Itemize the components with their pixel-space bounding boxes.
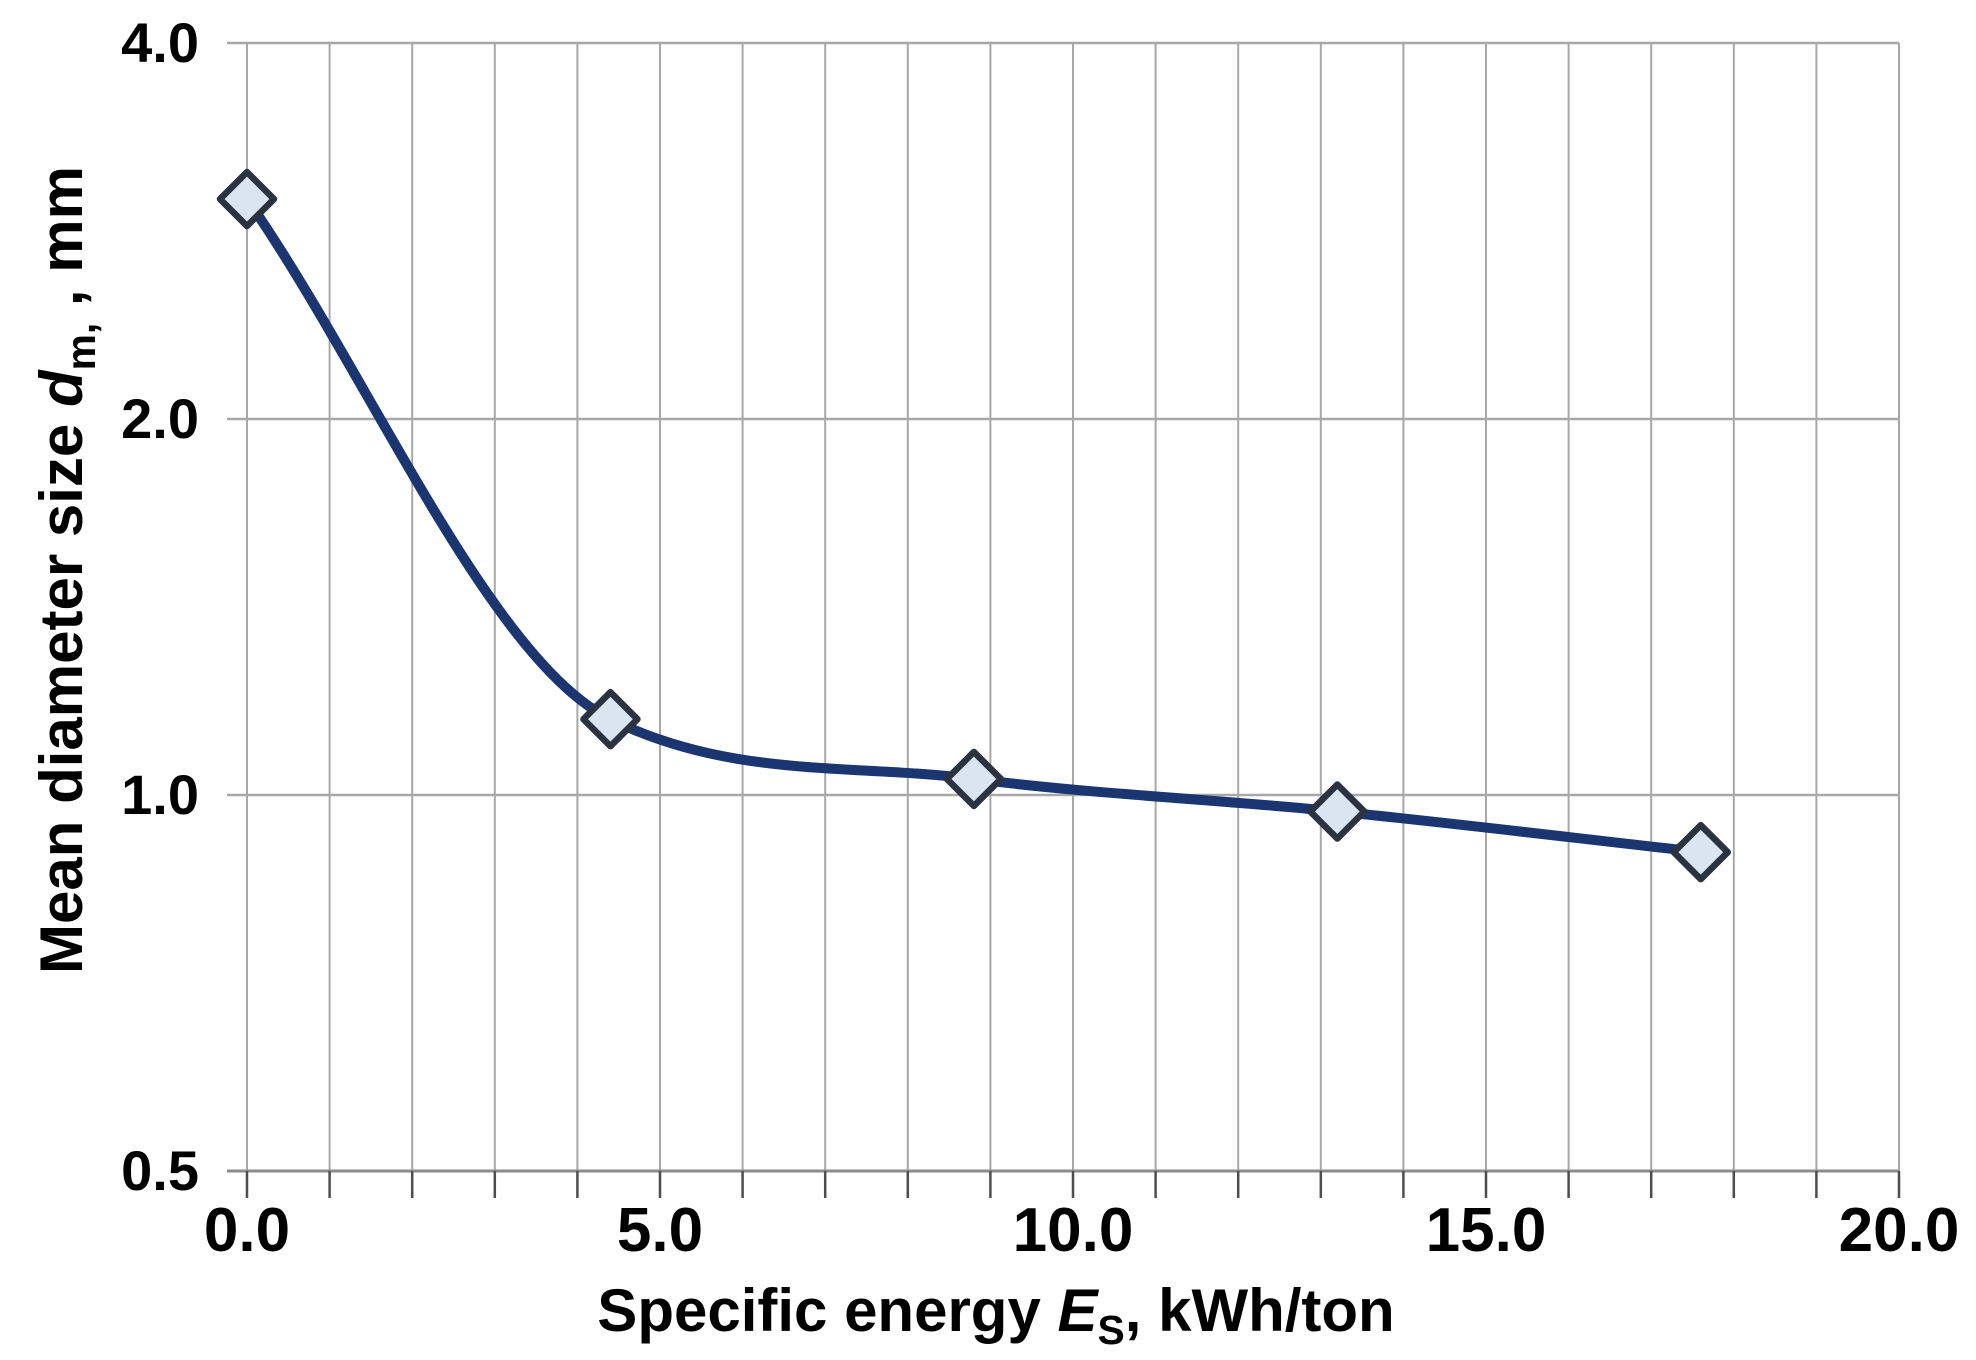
x-axis-title-text: Specific energy — [597, 1277, 1058, 1344]
y-axis-subscript: m, — [58, 322, 104, 371]
y-axis-variable: d — [28, 370, 95, 408]
data-point-marker — [580, 688, 641, 750]
x-axis-subscript: S — [1097, 1307, 1125, 1353]
y-axis-title-text: Mean diameter size — [28, 407, 95, 974]
x-tick-label: 20.0 — [1838, 1196, 1960, 1265]
y-axis-unit: , mm — [28, 166, 95, 323]
data-line — [242, 194, 1706, 858]
data-point-marker — [216, 168, 278, 230]
data-point-marker — [1670, 821, 1732, 883]
x-axis-title: Specific energy ES, kWh/ton — [597, 1277, 1395, 1351]
y-tick-label: 2.0 — [121, 387, 199, 450]
x-axis-unit: , kWh/ton — [1124, 1277, 1395, 1344]
x-axis-variable: E — [1057, 1277, 1098, 1344]
x-tick-label: 0.0 — [203, 1196, 291, 1265]
x-tick-label: 15.0 — [1425, 1196, 1547, 1265]
y-tick-label: 1.0 — [121, 763, 199, 826]
y-tick-label: 0.5 — [121, 1139, 199, 1202]
data-point-marker — [943, 748, 1005, 810]
x-tick-label: 5.0 — [616, 1196, 704, 1265]
x-tick-label: 10.0 — [1012, 1196, 1134, 1265]
y-tick-label: 4.0 — [121, 11, 199, 74]
data-point-marker — [1307, 781, 1368, 842]
y-axis-title: Mean diameter size dm, , mm — [28, 166, 104, 974]
